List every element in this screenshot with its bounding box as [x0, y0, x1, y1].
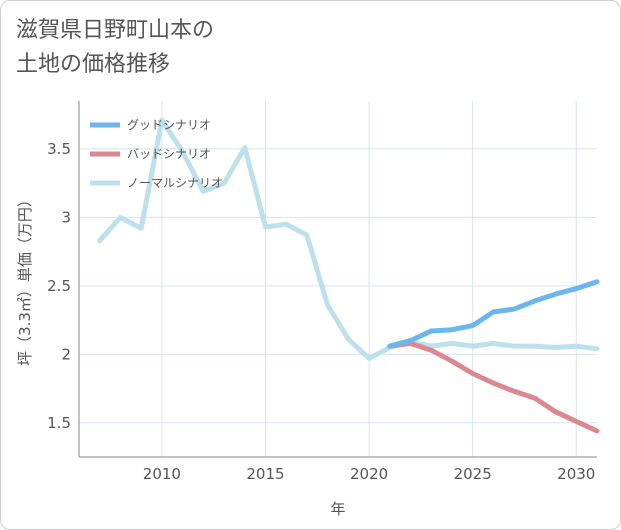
x-tick-label: 2010 [143, 465, 181, 483]
y-tick-label: 1.5 [47, 414, 71, 432]
y-tick-labels: 1.5 2 2.5 3 3.5 [47, 140, 71, 432]
chart-title-line1: 滋賀県日野町山本の [16, 18, 215, 43]
axes [78, 101, 597, 458]
x-tick-label: 2015 [246, 465, 284, 483]
chart-title: 滋賀県日野町山本の 土地の価格推移 [16, 14, 214, 82]
series-line-bad [387, 340, 600, 434]
y-tick-label: 3 [61, 208, 71, 226]
y-tick-label: 2.5 [47, 277, 71, 295]
legend-label: グッドシナリオ [127, 118, 211, 132]
series-line-good [387, 279, 600, 349]
series-line-normal [97, 117, 600, 361]
y-tick-label: 2 [61, 345, 71, 363]
chart-title-line2: 土地の価格推移 [16, 52, 171, 77]
legend-label: バッドシナリオ [127, 147, 211, 161]
y-tick-label: 3.5 [47, 140, 71, 158]
y-axis-label: 坪（3.3㎡）単価（万円） [16, 192, 34, 366]
x-axis-label: 年 [330, 500, 345, 518]
x-tick-label: 2025 [454, 465, 492, 483]
series-lines [97, 117, 600, 434]
grid-lines [79, 101, 597, 457]
x-tick-labels: 2010 2015 2020 2025 2030 [143, 465, 596, 483]
legend-label: ノーマルシナリオ [127, 176, 223, 190]
x-tick-label: 2030 [557, 465, 595, 483]
x-tick-label: 2020 [350, 465, 388, 483]
